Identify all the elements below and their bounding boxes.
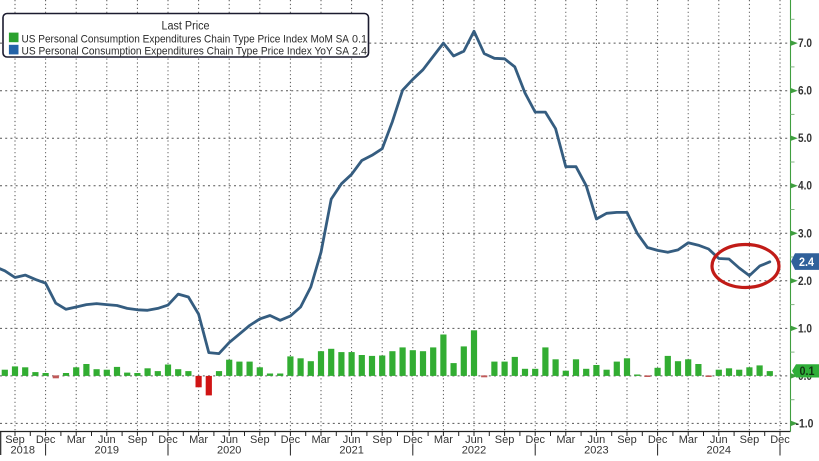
svg-text:Mar: Mar <box>434 434 453 446</box>
svg-text:2.4: 2.4 <box>799 257 815 269</box>
svg-text:Jun: Jun <box>220 434 238 446</box>
svg-text:Sep: Sep <box>740 434 760 446</box>
svg-text:Dec: Dec <box>648 434 668 446</box>
svg-text:Sep: Sep <box>372 434 392 446</box>
svg-text:2.4: 2.4 <box>352 45 367 57</box>
svg-text:6.0: 6.0 <box>798 86 812 98</box>
svg-text:2.0: 2.0 <box>798 276 812 288</box>
svg-text:Dec: Dec <box>281 434 301 446</box>
svg-text:1.0: 1.0 <box>798 323 812 335</box>
svg-text:2020: 2020 <box>217 445 241 457</box>
svg-text:Mar: Mar <box>189 434 208 446</box>
svg-text:Jun: Jun <box>588 434 606 446</box>
svg-text:3.0: 3.0 <box>798 228 812 240</box>
svg-text:Sep: Sep <box>617 434 637 446</box>
svg-text:5.0: 5.0 <box>798 133 812 145</box>
svg-text:2022: 2022 <box>462 445 486 457</box>
svg-text:Dec: Dec <box>403 434 423 446</box>
svg-text:2023: 2023 <box>584 445 608 457</box>
svg-text:Sep: Sep <box>250 434 270 446</box>
svg-text:Dec: Dec <box>158 434 178 446</box>
svg-text:Sep: Sep <box>5 434 25 446</box>
svg-text:0.1: 0.1 <box>352 33 367 45</box>
svg-text:0.1: 0.1 <box>800 366 816 378</box>
svg-text:Jun: Jun <box>343 434 361 446</box>
svg-text:Jun: Jun <box>465 434 483 446</box>
svg-text:Mar: Mar <box>67 434 86 446</box>
svg-text:Jun: Jun <box>710 434 728 446</box>
svg-text:Last Price: Last Price <box>162 20 210 32</box>
svg-text:Dec: Dec <box>36 434 56 446</box>
svg-text:Dec: Dec <box>770 434 790 446</box>
svg-text:2021: 2021 <box>339 445 363 457</box>
svg-text:Sep: Sep <box>495 434 515 446</box>
svg-text:Mar: Mar <box>679 434 698 446</box>
svg-text:Mar: Mar <box>556 434 575 446</box>
svg-text:2024: 2024 <box>707 445 731 457</box>
svg-text:US Personal Consumption Expend: US Personal Consumption Expenditures Cha… <box>22 33 350 45</box>
svg-text:US Personal Consumption Expend: US Personal Consumption Expenditures Cha… <box>22 45 350 57</box>
svg-text:Sep: Sep <box>128 434 148 446</box>
svg-text:Jun: Jun <box>98 434 116 446</box>
svg-text:Dec: Dec <box>525 434 545 446</box>
svg-text:-1.0: -1.0 <box>796 418 814 430</box>
svg-text:4.0: 4.0 <box>798 181 812 193</box>
svg-text:7.0: 7.0 <box>798 38 812 50</box>
svg-text:Mar: Mar <box>312 434 331 446</box>
svg-text:2018: 2018 <box>11 445 35 457</box>
svg-text:2019: 2019 <box>95 445 119 457</box>
